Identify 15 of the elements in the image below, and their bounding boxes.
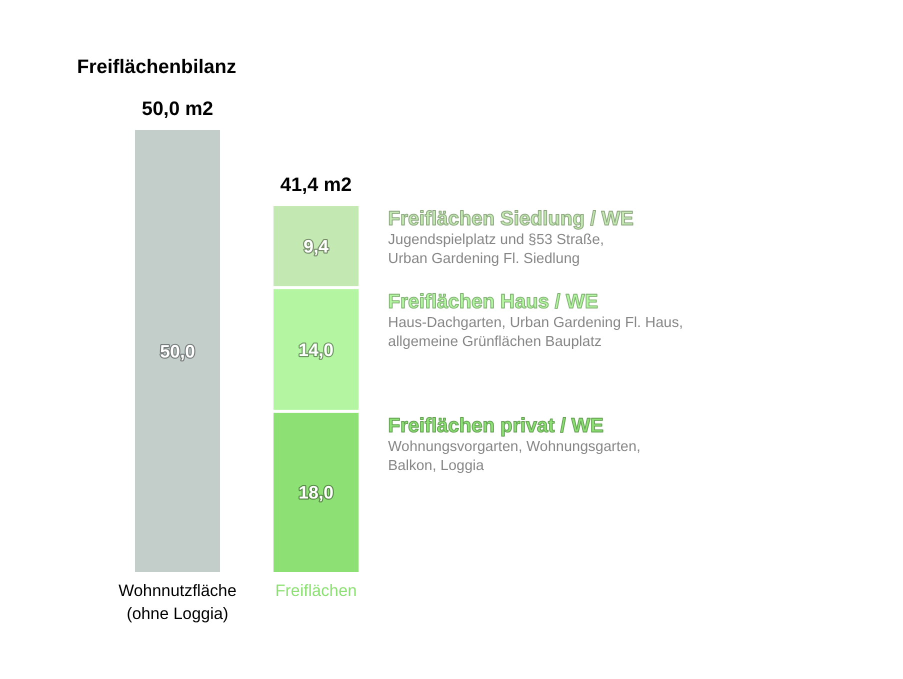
series-label: Freiflächen Haus / WE (388, 291, 598, 314)
x-tick-label: Freiflächen (275, 582, 357, 600)
text: Haus-Dachgarten, Urban Gardening Fl. Haus, allgemeine Grünflächen Bauplatz (388, 315, 683, 350)
data-label: 50,0 (160, 341, 196, 362)
text: Jugendspielplatz und §53 Straße, Urban Gardening Fl. Siedlung (388, 232, 604, 268)
x-tick-label: Wohnnutzfläche (ohne Loggia) (118, 582, 237, 623)
series-label: Freiflächen Siedlung / WE (388, 208, 634, 230)
data-label: 18,0 (298, 482, 334, 503)
data-label: 14,0 (298, 340, 334, 360)
total-label: 41,4 m2 (280, 174, 352, 196)
total-label: 50,0 m2 (142, 98, 214, 120)
data-label: 9,4 (303, 236, 329, 256)
text: Wohnungsvorgarten, Wohnungsgarten, Balkon, Loggia (388, 438, 641, 474)
series-label: Freiflächen privat / WE (388, 414, 604, 437)
chart-title: Freiflächenbilanz (77, 56, 237, 78)
